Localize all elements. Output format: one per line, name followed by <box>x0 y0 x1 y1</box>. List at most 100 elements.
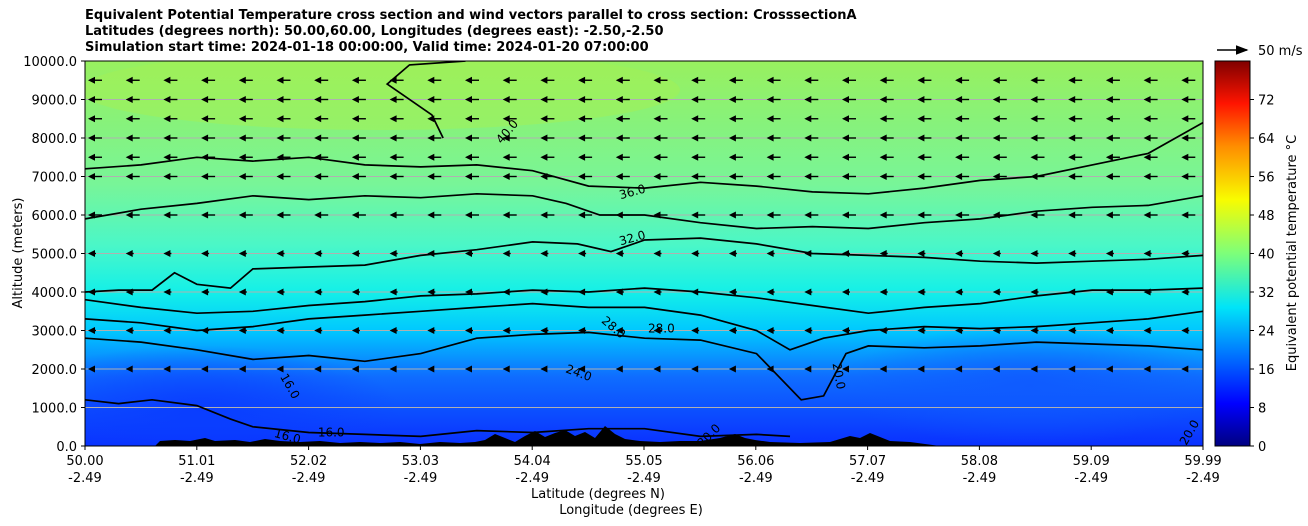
wind-vector <box>427 173 442 180</box>
wind-vector <box>804 327 813 334</box>
wind-vector <box>276 327 285 334</box>
wind-vector <box>351 327 360 334</box>
wind-vector <box>804 134 819 142</box>
wind-vector <box>917 327 926 334</box>
wind-vector <box>842 134 856 142</box>
wind-vector <box>955 153 970 161</box>
wind-vector <box>276 211 291 219</box>
wind-vector <box>465 76 479 84</box>
wind-vector <box>314 173 329 180</box>
wind-vector <box>502 153 517 161</box>
wind-vector <box>728 250 737 257</box>
x-axis-title-secondary: Longitude (degrees E) <box>559 503 703 518</box>
wind-vector <box>502 365 510 373</box>
wind-vector <box>728 173 743 180</box>
y-tick-label: 6000.0 <box>32 209 78 224</box>
wind-vector <box>955 288 964 296</box>
wind-vector <box>238 96 253 103</box>
wind-vector <box>502 76 517 84</box>
wind-vector <box>728 115 743 123</box>
wind-vector <box>653 96 668 103</box>
wind-vector <box>1181 327 1190 334</box>
wind-vector <box>879 96 894 103</box>
wind-vector <box>351 250 360 257</box>
wind-vector <box>955 211 970 219</box>
wind-vector <box>1105 115 1120 123</box>
wind-vector <box>917 134 932 142</box>
wind-vector <box>955 76 970 84</box>
wind-vector <box>1030 211 1045 219</box>
wind-vector <box>465 134 479 142</box>
colorbar-tick-label: 72 <box>1258 94 1275 109</box>
wind-vector <box>1030 96 1045 103</box>
wind-vector <box>879 153 894 161</box>
wind-vector <box>125 327 134 334</box>
y-tick-label: 9000.0 <box>32 94 78 109</box>
wind-vector <box>314 76 329 84</box>
wind-vector <box>88 134 102 142</box>
wind-vector <box>201 115 216 123</box>
contour-line <box>85 398 791 438</box>
wind-vector <box>955 115 970 123</box>
wind-vector <box>842 96 856 103</box>
wind-vector <box>992 115 1007 123</box>
wind-vector <box>465 173 479 180</box>
wind-vector <box>351 96 366 103</box>
wind-vector <box>691 76 706 84</box>
wind-vector <box>163 96 178 103</box>
wind-vector <box>465 327 473 334</box>
wind-vector <box>238 134 253 142</box>
wind-vector <box>842 327 850 334</box>
x-tick-label-lon: -2.49 <box>1074 471 1108 486</box>
wind-vector <box>276 76 291 84</box>
wind-vector <box>427 153 442 161</box>
wind-vector <box>992 288 1001 296</box>
wind-vector <box>1143 211 1158 219</box>
wind-vector <box>1030 76 1045 84</box>
wind-vector <box>992 365 1000 373</box>
wind-vector <box>1105 250 1114 257</box>
wind-vector <box>314 134 329 142</box>
wind-vector <box>578 153 593 161</box>
wind-vector <box>578 250 587 257</box>
wind-vector <box>389 153 404 161</box>
wind-vector <box>1105 134 1120 142</box>
wind-vector <box>879 76 894 84</box>
wind-vector <box>201 288 210 296</box>
wind-vector <box>1030 365 1038 373</box>
wind-vector <box>1105 365 1113 373</box>
wind-vector <box>502 115 517 123</box>
wind-vector <box>615 173 630 180</box>
wind-vector <box>615 365 623 373</box>
wind-vector <box>238 115 253 123</box>
wind-vector <box>427 211 442 219</box>
wind-vector <box>728 96 743 103</box>
wind-vector <box>163 134 178 142</box>
wind-vector <box>1068 365 1076 373</box>
wind-vector <box>917 115 932 123</box>
wind-vector <box>1143 327 1152 334</box>
wind-vector <box>276 96 291 103</box>
wind-vector <box>804 96 819 103</box>
wind-vector <box>465 250 473 257</box>
wind-vector <box>502 96 517 103</box>
colorbar-tick-label: 64 <box>1258 132 1275 147</box>
wind-vector <box>163 365 171 373</box>
wind-vector <box>314 288 323 296</box>
wind-vector <box>540 250 549 257</box>
wind-vector <box>879 365 887 373</box>
x-tick-label-lat: 51.01 <box>178 454 215 469</box>
wind-vector <box>1068 211 1083 219</box>
wind-vector <box>314 327 323 334</box>
contour-label: 28.0 <box>648 321 675 335</box>
wind-vector <box>1068 115 1083 123</box>
wind-vector <box>766 76 781 84</box>
wind-vector <box>578 96 593 103</box>
wind-vector <box>427 365 435 373</box>
wind-vector <box>125 76 140 84</box>
wind-vector <box>1143 153 1158 161</box>
wind-vector <box>766 96 781 103</box>
wind-vector <box>163 288 172 296</box>
wind-vector <box>540 115 555 123</box>
wind-vector <box>465 96 479 103</box>
